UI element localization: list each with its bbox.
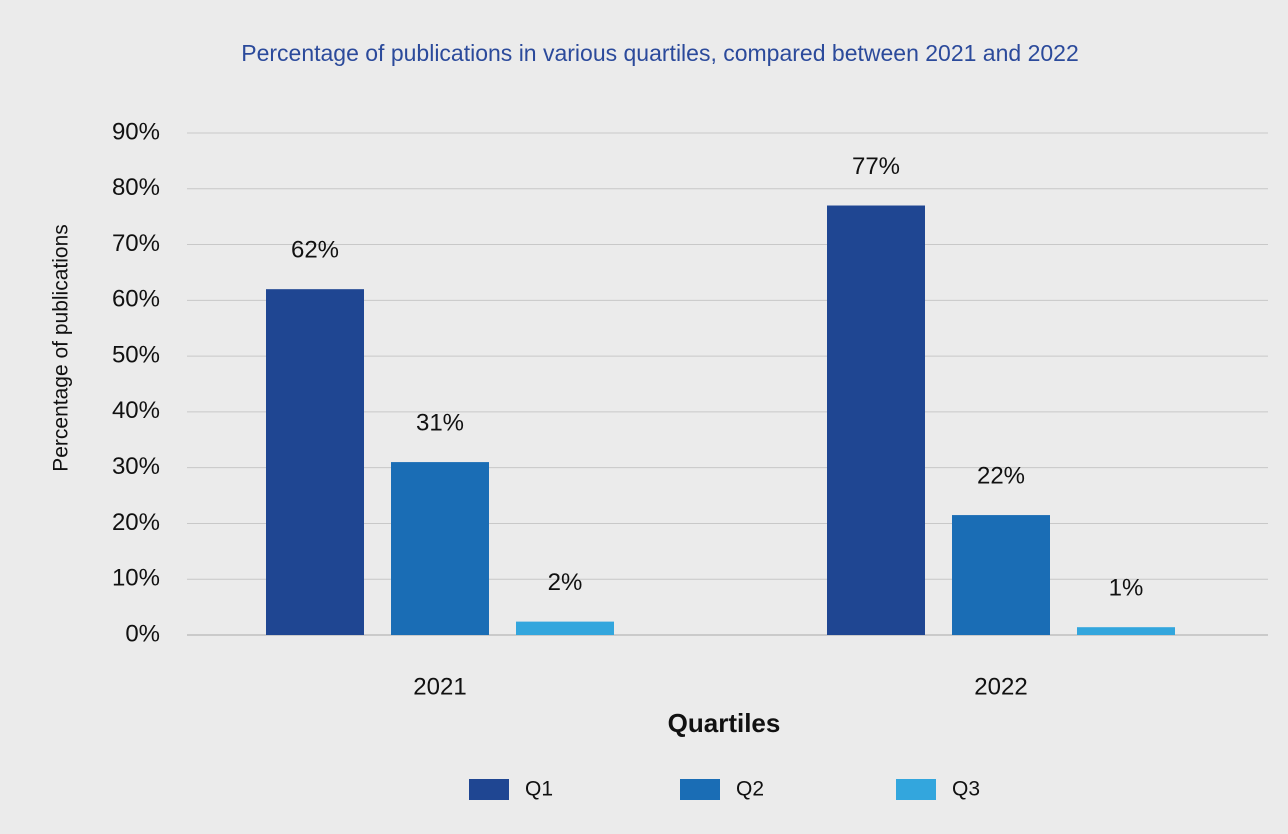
legend-swatch [896,779,936,800]
x-axis-label: Quartiles [668,708,781,738]
legend-label: Q1 [525,778,553,801]
bar [266,289,364,635]
bar [1077,627,1175,635]
y-tick-label: 20% [112,509,160,536]
value-label: 22% [977,462,1025,489]
y-tick-label: 90% [112,118,160,145]
value-label: 31% [416,409,464,436]
legend-swatch [469,779,509,800]
y-tick-label: 0% [125,620,160,647]
y-tick-label: 70% [112,230,160,257]
y-tick-label: 40% [112,397,160,424]
value-label: 2% [548,569,583,596]
y-tick-label: 10% [112,565,160,592]
y-tick-label: 60% [112,286,160,313]
legend-label: Q3 [952,778,980,801]
legend-swatch [680,779,720,800]
value-label: 1% [1109,575,1144,602]
value-label: 77% [852,153,900,180]
x-tick-label: 2022 [974,673,1027,700]
bar [516,621,614,635]
value-label: 62% [291,237,339,264]
chart-title: Percentage of publications in various qu… [241,40,1079,66]
y-axis-label: Percentage of publications [50,224,73,472]
x-tick-label: 2021 [413,673,466,700]
y-tick-label: 50% [112,341,160,368]
y-tick-label: 80% [112,174,160,201]
bar [391,462,489,635]
bar [827,205,925,635]
y-tick-label: 30% [112,453,160,480]
legend-label: Q2 [736,778,764,801]
bar [952,515,1050,635]
